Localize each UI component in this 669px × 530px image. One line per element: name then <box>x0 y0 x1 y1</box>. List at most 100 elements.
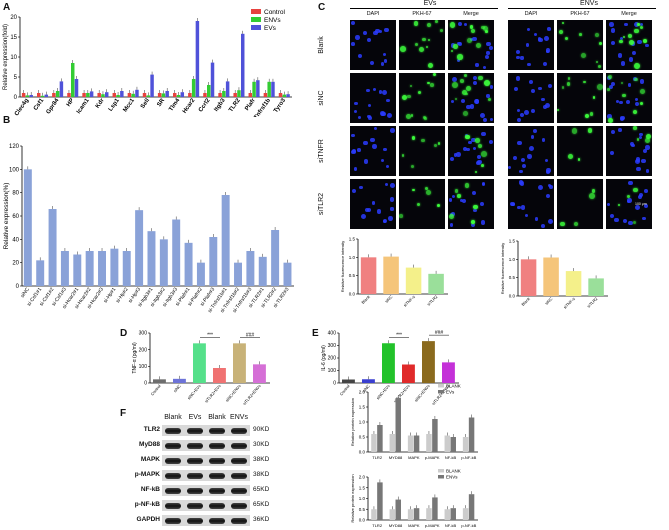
y-tick-label: 300 <box>328 343 337 349</box>
bar <box>173 93 177 97</box>
blot-size-label: 90KD <box>253 426 270 433</box>
y-tick-label: 1.5 <box>359 405 366 410</box>
chart-b: 0 20 40 60 80 100 120 Relative expression(%) siN… <box>3 144 294 314</box>
legend-swatch <box>438 384 444 388</box>
bar <box>213 368 226 383</box>
micrograph-tile <box>557 73 603 123</box>
blot-band <box>209 503 225 509</box>
micrograph-tile <box>448 73 494 123</box>
bar <box>267 81 271 97</box>
x-tick-label: Icam1 <box>76 97 91 115</box>
x-tick-label: Mcc1 <box>122 97 136 113</box>
micrograph-tile <box>508 179 554 229</box>
x-tick-label: p-MAPK <box>425 523 440 528</box>
x-tick-label: Blank <box>360 294 371 305</box>
bar <box>253 364 266 383</box>
blot-band <box>231 443 247 449</box>
blot-band <box>165 518 181 524</box>
blot-band <box>165 488 181 494</box>
bar <box>73 254 82 286</box>
blot-size-label: 38KD <box>253 471 270 478</box>
x-tick-label: Tyro3 <box>273 97 287 114</box>
micrograph-tile <box>508 20 554 70</box>
bar <box>191 79 196 97</box>
bar <box>157 93 162 97</box>
y-tick-label: 100 <box>139 364 148 370</box>
bar <box>29 95 33 97</box>
y-tick-label: 2.0 <box>359 390 366 395</box>
bar <box>40 95 45 97</box>
bar <box>59 81 64 97</box>
bar <box>407 509 414 520</box>
bar <box>462 437 469 452</box>
blot-strip <box>162 455 250 466</box>
x-tick-label: siTLR2 <box>586 296 599 309</box>
bar <box>258 256 267 286</box>
x-tick-label: Gpr84 <box>46 97 61 115</box>
y-tick-label: 0.5 <box>359 507 366 512</box>
x-tick-label: Plafr <box>244 97 257 112</box>
y-tick-label: 0.0 <box>509 294 516 299</box>
micrograph-tile <box>448 179 494 229</box>
bar <box>432 497 438 520</box>
y-tick-label: 0.5 <box>359 435 366 440</box>
x-tick-label: Kdr <box>95 97 106 109</box>
micro-row-label: siTLR2 <box>318 192 325 216</box>
bar <box>193 343 206 383</box>
x-tick-label: NF-kB <box>445 455 457 460</box>
blot-col-label: ENVs <box>230 414 248 421</box>
y-tick-label: 200 <box>328 356 337 362</box>
bar <box>146 95 151 97</box>
micrograph-tile <box>399 20 445 70</box>
y-tick-label: 120 <box>9 144 20 150</box>
bar <box>89 91 94 97</box>
x-tick-label: siTNF-α <box>562 296 576 310</box>
x-tick-label: NF-kB <box>445 523 457 528</box>
bar <box>241 33 245 97</box>
bar <box>402 364 415 383</box>
blot-col-label: Blank <box>164 414 182 421</box>
blot-band <box>165 473 181 479</box>
bar <box>25 95 30 97</box>
y-tick-label: 1.5 <box>509 239 516 244</box>
bar <box>383 256 399 294</box>
bar <box>377 425 383 452</box>
scale-bar-label: 100 μm <box>635 202 647 206</box>
blot-band <box>209 458 225 464</box>
blot-band <box>209 488 225 494</box>
y-tick-label: 60 <box>12 214 19 220</box>
x-tick-label: MAPK <box>408 523 420 528</box>
blot-band <box>187 443 203 449</box>
y-tick-label: 100 <box>328 368 337 374</box>
blot-size-label: 30KD <box>253 441 270 448</box>
x-tick-label: siNC <box>172 383 181 393</box>
bar <box>468 417 475 452</box>
micro-col-label: DAPI <box>366 11 380 17</box>
micrograph-tile <box>606 73 652 123</box>
bar <box>48 209 57 286</box>
blot-col-label: Blank <box>208 414 226 421</box>
bar <box>105 92 109 97</box>
blot-strip <box>162 515 250 526</box>
blot-band <box>187 473 203 479</box>
x-tick-label: siNC <box>361 383 370 393</box>
bar <box>588 278 604 296</box>
y-axis-label: Relative protein expression <box>350 474 355 522</box>
bar <box>271 230 280 286</box>
panel-label-e: E <box>312 328 319 339</box>
legend-swatch <box>251 9 261 14</box>
blot-strip <box>162 440 250 451</box>
bar <box>377 482 383 520</box>
sig-label: ### <box>435 330 444 336</box>
bar <box>142 93 147 97</box>
micrograph-tile <box>350 73 396 123</box>
micrograph-tile <box>606 20 652 70</box>
bar <box>150 74 154 97</box>
bar <box>371 434 377 452</box>
y-tick-label: 20 <box>12 261 19 267</box>
y-axis-label: Relative fluorescence intensity <box>341 241 345 292</box>
blot-band <box>231 518 247 524</box>
bar <box>120 91 124 97</box>
bar <box>176 95 181 97</box>
